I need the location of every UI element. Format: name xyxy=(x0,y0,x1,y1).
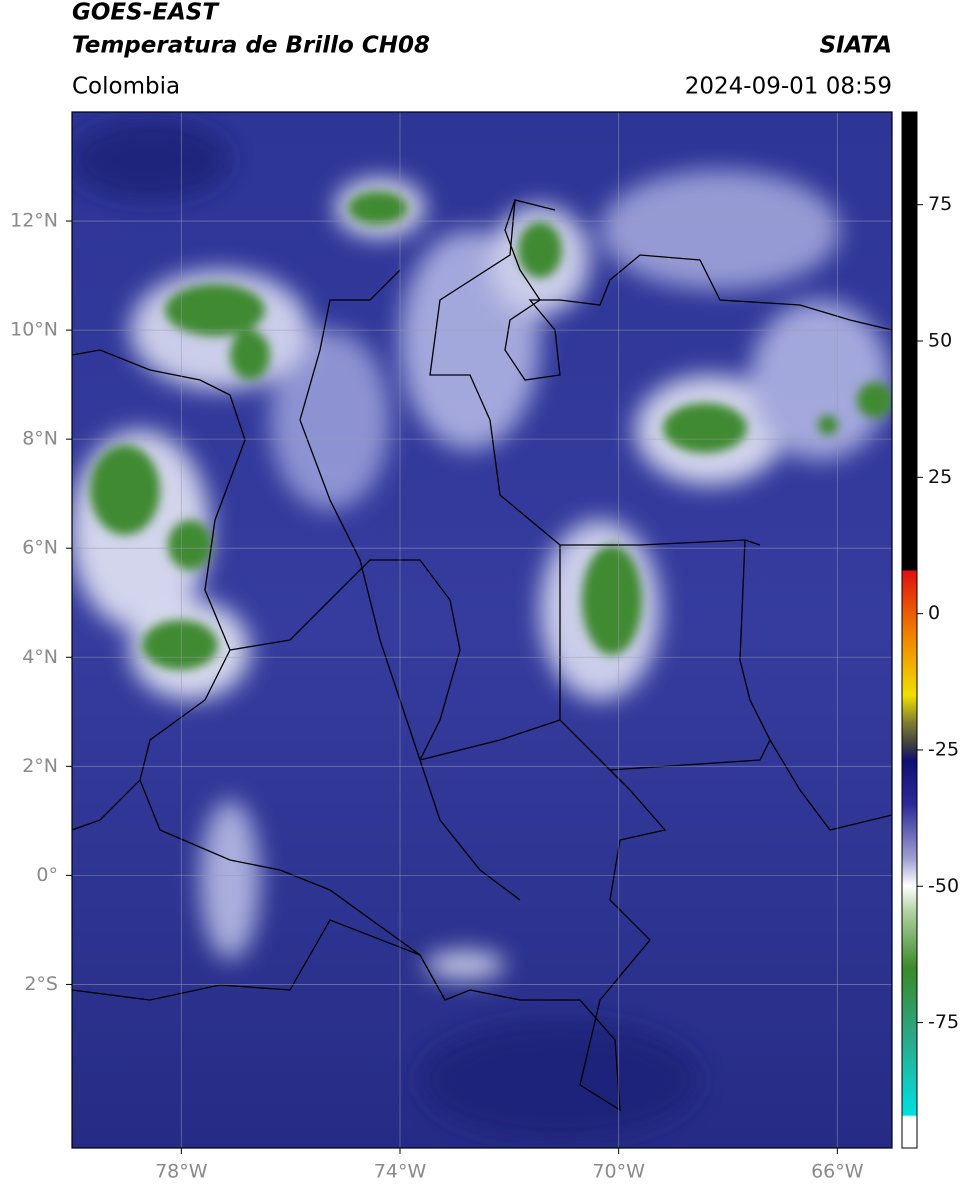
y-tick-label: 0° xyxy=(36,864,58,886)
datetime: 2024-09-01 08:59 xyxy=(685,74,892,100)
y-tick-label: 12°N xyxy=(10,210,58,232)
colorbar-label: 50 xyxy=(928,330,952,352)
y-tick-label: 8°N xyxy=(22,428,58,450)
map-frame xyxy=(71,111,893,1149)
x-tick-label: 74°W xyxy=(374,1161,427,1183)
y-tick-label: 4°N xyxy=(22,646,58,668)
x-tick-label: 70°W xyxy=(592,1161,645,1183)
colorbar-label: -75 xyxy=(928,1011,959,1033)
borders xyxy=(72,199,892,1112)
colorbar-label: 0 xyxy=(928,602,940,624)
colorbar xyxy=(901,111,918,1149)
satellite: GOES-EAST xyxy=(72,0,220,26)
source: SIATA xyxy=(820,33,892,59)
colorbar-label: -25 xyxy=(928,738,959,760)
product: Temperatura de Brillo CH08 xyxy=(72,33,430,59)
y-tick-label: 10°N xyxy=(10,319,58,341)
colorbar-label: -50 xyxy=(928,875,959,897)
colorbar-label: 75 xyxy=(928,193,952,215)
region: Colombia xyxy=(72,74,180,100)
satellite-image xyxy=(72,112,892,1148)
x-tick-label: 78°W xyxy=(155,1161,208,1183)
x-tick-label: 66°W xyxy=(811,1161,864,1183)
colorbar-label: 25 xyxy=(928,466,952,488)
y-tick-label: 6°N xyxy=(22,537,58,559)
y-tick-label: 2°N xyxy=(22,755,58,777)
y-tick-label: 2°S xyxy=(24,973,58,995)
